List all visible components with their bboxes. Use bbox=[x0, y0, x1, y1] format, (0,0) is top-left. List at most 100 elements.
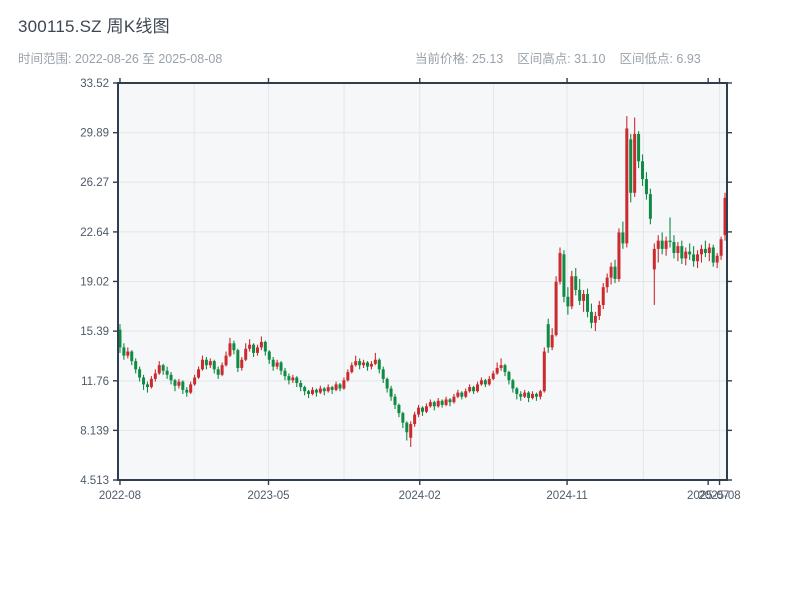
x-axis-label: 2023-05 bbox=[247, 490, 289, 502]
candle-body bbox=[703, 248, 707, 253]
candle-body bbox=[193, 377, 197, 385]
y-axis-label: 11.76 bbox=[81, 376, 109, 388]
candle-body bbox=[684, 251, 688, 259]
x-axis-label: 2025-08 bbox=[698, 490, 740, 502]
candle-body bbox=[633, 133, 637, 193]
candle-body bbox=[216, 369, 220, 375]
candle-body bbox=[586, 294, 590, 312]
candle-body bbox=[413, 414, 417, 425]
candle-body bbox=[534, 393, 538, 397]
candle-body bbox=[354, 361, 358, 366]
candle-body bbox=[531, 393, 535, 399]
candle-body bbox=[145, 384, 149, 388]
candle-body bbox=[672, 242, 676, 253]
candle-body bbox=[122, 347, 126, 356]
candle-body bbox=[452, 396, 456, 403]
candle-body bbox=[582, 294, 586, 301]
candle-body bbox=[417, 407, 421, 415]
candle-body bbox=[275, 362, 279, 367]
candle-body bbox=[499, 365, 503, 368]
y-axis-label: 29.89 bbox=[80, 128, 109, 140]
candle-body bbox=[554, 281, 558, 336]
candle-body bbox=[652, 248, 656, 270]
candle-body bbox=[299, 383, 303, 388]
candle-body bbox=[373, 359, 377, 364]
candle-body bbox=[232, 343, 236, 351]
y-axis-label: 22.64 bbox=[80, 227, 109, 239]
candle-body bbox=[440, 400, 444, 405]
candle-body bbox=[625, 128, 629, 244]
candle-body bbox=[377, 359, 381, 370]
candle-body bbox=[177, 381, 181, 386]
candle-body bbox=[334, 384, 338, 390]
candle-body bbox=[578, 289, 582, 301]
candle-body bbox=[126, 351, 130, 356]
candle-body bbox=[283, 370, 287, 377]
page-title: 300115.SZ 周K线图 bbox=[18, 17, 170, 36]
candle-body bbox=[244, 348, 248, 360]
stat-range-high: 区间高点: 31.10 bbox=[517, 52, 606, 66]
candle-body bbox=[220, 365, 224, 375]
candle-body bbox=[138, 369, 142, 378]
candle-body bbox=[338, 384, 342, 389]
candle-body bbox=[267, 351, 271, 360]
candle-body bbox=[621, 232, 625, 244]
candle-body bbox=[562, 254, 566, 297]
candle-body bbox=[617, 232, 621, 279]
candle-body bbox=[381, 369, 385, 379]
candle-body bbox=[460, 392, 464, 397]
candle-body bbox=[511, 380, 515, 389]
candle-body bbox=[173, 380, 177, 386]
candle-body bbox=[401, 413, 405, 423]
candle-body bbox=[589, 311, 593, 323]
candle-body bbox=[546, 324, 550, 348]
candle-body bbox=[609, 266, 613, 278]
candle-body bbox=[715, 255, 719, 263]
candle-body bbox=[224, 355, 228, 366]
candle-body bbox=[613, 266, 617, 279]
candle-body bbox=[161, 365, 165, 371]
candle-body bbox=[487, 378, 491, 385]
candle-body bbox=[696, 254, 700, 262]
candle-body bbox=[409, 424, 413, 438]
stat-current-price: 当前价格: 25.13 bbox=[415, 52, 504, 66]
y-axis-label: 8.139 bbox=[80, 425, 109, 437]
candle-body bbox=[692, 254, 696, 262]
candle-body bbox=[542, 351, 546, 392]
candle-body bbox=[212, 361, 216, 370]
candle-body bbox=[707, 247, 711, 253]
candle-body bbox=[189, 384, 193, 393]
stat-range-low: 区间低点: 6.93 bbox=[619, 52, 701, 66]
stats-row: 当前价格: 25.13 区间高点: 31.10 区间低点: 6.93 bbox=[415, 48, 701, 67]
y-axis-label: 4.513 bbox=[80, 475, 109, 487]
candle-body bbox=[169, 374, 173, 381]
candle-body bbox=[676, 246, 680, 253]
candle-body bbox=[483, 380, 487, 385]
x-axis-label: 2025-07 bbox=[687, 490, 729, 502]
candle-body bbox=[240, 359, 244, 368]
candle-body bbox=[248, 344, 252, 349]
candle-body bbox=[570, 276, 574, 307]
candle-body bbox=[255, 347, 259, 353]
candle-body bbox=[593, 315, 597, 323]
candle-body bbox=[711, 247, 715, 263]
candle-body bbox=[476, 384, 480, 392]
candle-body bbox=[271, 359, 275, 367]
candle-body bbox=[118, 329, 122, 348]
candle-body bbox=[605, 277, 609, 288]
candle-body bbox=[185, 389, 189, 393]
candle-body bbox=[346, 372, 350, 381]
header-row: 时间范围: 2022-08-26 至 2025-08-08 当前价格: 25.1… bbox=[18, 48, 782, 67]
candle-body bbox=[279, 362, 283, 371]
candle-body bbox=[656, 240, 660, 249]
candle-body bbox=[495, 367, 499, 374]
candle-body bbox=[287, 376, 291, 381]
candle-body bbox=[204, 359, 208, 366]
candle-body bbox=[330, 387, 334, 390]
candle-body bbox=[601, 287, 605, 305]
candle-body bbox=[507, 372, 511, 381]
candle-body bbox=[259, 341, 263, 348]
candle-body bbox=[149, 378, 153, 388]
